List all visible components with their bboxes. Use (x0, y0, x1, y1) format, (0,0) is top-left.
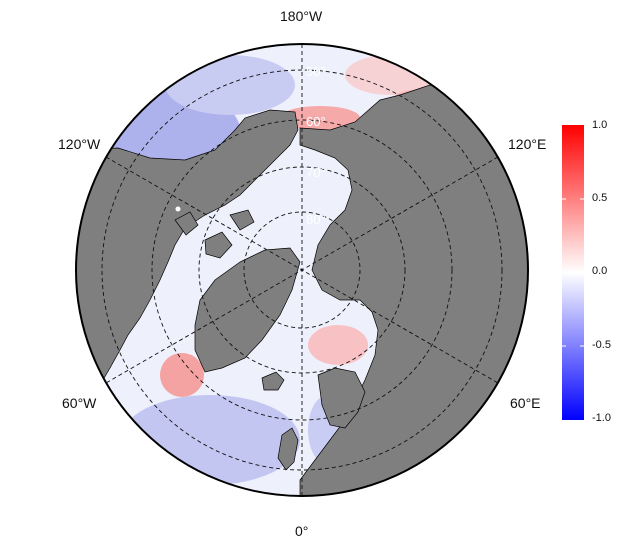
colorbar-gradient (562, 125, 584, 420)
meridian-120e-60w (105, 156, 499, 384)
anomaly-patch-blue-n (165, 55, 295, 115)
lat-label-50: 50° (306, 64, 326, 79)
map-boundary (75, 43, 529, 497)
lon-label-180w: 180°W (280, 8, 323, 24)
lon-label-120w: 120°W (58, 136, 101, 152)
colorbar-label-neg-1: -1.0 (592, 412, 611, 424)
anomaly-patch-red-bering (280, 106, 360, 130)
lon-label-60e: 60°E (510, 395, 541, 411)
anomaly-patch-blue-atlantic (120, 395, 300, 485)
colorbar-label-1: 1.0 (592, 119, 608, 131)
lon-label-60w: 60°W (62, 395, 97, 411)
lon-label-120e: 120°E (508, 136, 547, 152)
anomaly-patch-pink-barents (308, 325, 368, 365)
colorbar-label-0: 0.0 (592, 265, 608, 277)
lat-circle-80 (243, 211, 361, 329)
lat-label-80: 80° (306, 212, 326, 227)
colorbar-label-neg-0-5: -0.5 (592, 339, 611, 351)
lat-label-60: 60° (306, 114, 326, 129)
ice-speck (175, 206, 181, 212)
colorbar (562, 125, 584, 420)
lon-label-0: 0° (295, 523, 309, 539)
anomaly-patch-red-labrador (160, 353, 204, 397)
colorbar-label-0-5: 0.5 (592, 192, 608, 204)
lat-circle-50 (101, 69, 503, 471)
graticule (101, 44, 503, 496)
lat-circle-60 (151, 119, 453, 421)
colorbar-tick-marks (562, 198, 584, 347)
lat-label-70: 70° (306, 165, 326, 180)
